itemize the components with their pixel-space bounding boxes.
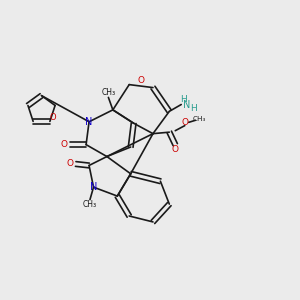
Text: H: H — [180, 95, 187, 104]
Text: CH₃: CH₃ — [83, 200, 97, 209]
Text: O: O — [181, 118, 188, 127]
Text: CH₃: CH₃ — [193, 116, 206, 122]
Text: N: N — [184, 100, 191, 110]
Text: O: O — [61, 140, 68, 149]
Text: N: N — [90, 182, 97, 192]
Text: O: O — [49, 113, 56, 122]
Text: O: O — [67, 160, 74, 169]
Text: H: H — [190, 104, 197, 113]
Text: N: N — [85, 117, 93, 127]
Text: O: O — [138, 76, 145, 85]
Text: O: O — [172, 145, 179, 154]
Text: CH₃: CH₃ — [101, 88, 116, 97]
